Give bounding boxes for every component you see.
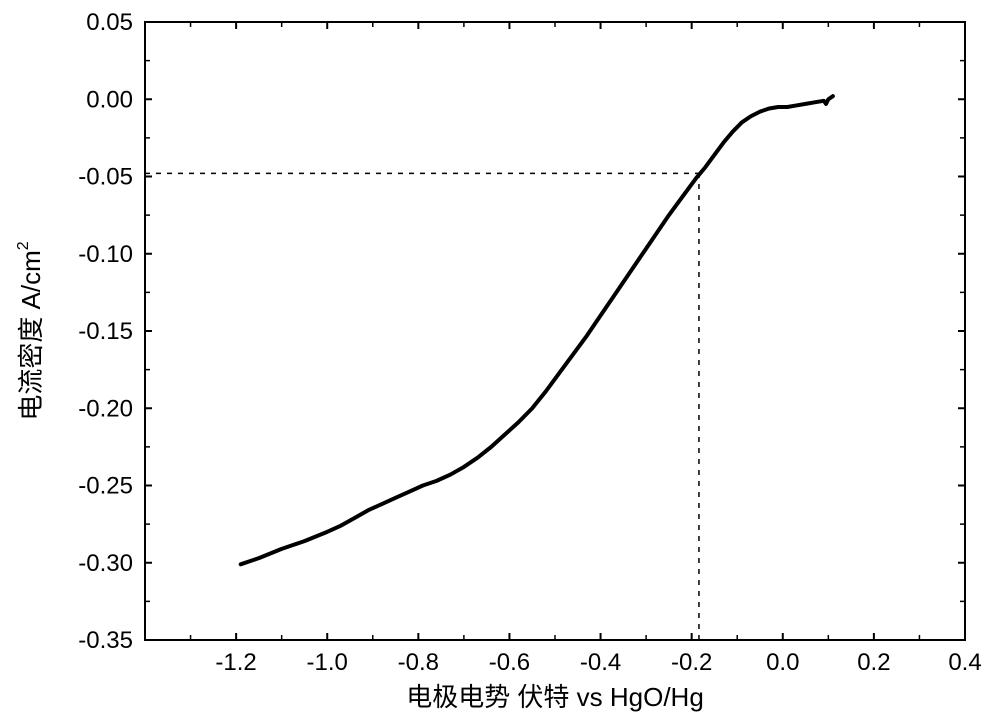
svg-text:-0.10: -0.10 [78,241,133,268]
svg-text:电极电势 伏特 vs HgO/Hg: 电极电势 伏特 vs HgO/Hg [406,682,704,712]
svg-text:0.4: 0.4 [948,649,981,676]
svg-text:-0.4: -0.4 [580,649,621,676]
svg-text:-0.25: -0.25 [78,473,133,500]
svg-text:-0.6: -0.6 [489,649,530,676]
chart-container: -1.2 -1.0 -0.8 -0.6 -0.4 -0.2 0.0 0.2 0.4 -0.35 -0… [0,0,1000,727]
svg-text:-0.05: -0.05 [78,164,133,191]
line-chart: -1.2 -1.0 -0.8 -0.6 -0.4 -0.2 0.0 0.2 0.4 -0.35 -0… [0,0,1000,727]
svg-text:0.00: 0.00 [86,86,133,113]
svg-text:-1.2: -1.2 [215,649,256,676]
svg-text:电流密度 A/cm2: 电流密度 A/cm2 [15,241,46,420]
svg-text:-0.2: -0.2 [671,649,712,676]
svg-text:-0.35: -0.35 [78,627,133,654]
svg-text:0.05: 0.05 [86,9,133,36]
svg-text:-0.8: -0.8 [398,649,439,676]
svg-text:-1.0: -1.0 [307,649,348,676]
svg-text:-0.20: -0.20 [78,395,133,422]
svg-text:0.0: 0.0 [766,649,799,676]
svg-text:-0.30: -0.30 [78,550,133,577]
svg-text:0.2: 0.2 [857,649,890,676]
svg-text:-0.15: -0.15 [78,318,133,345]
